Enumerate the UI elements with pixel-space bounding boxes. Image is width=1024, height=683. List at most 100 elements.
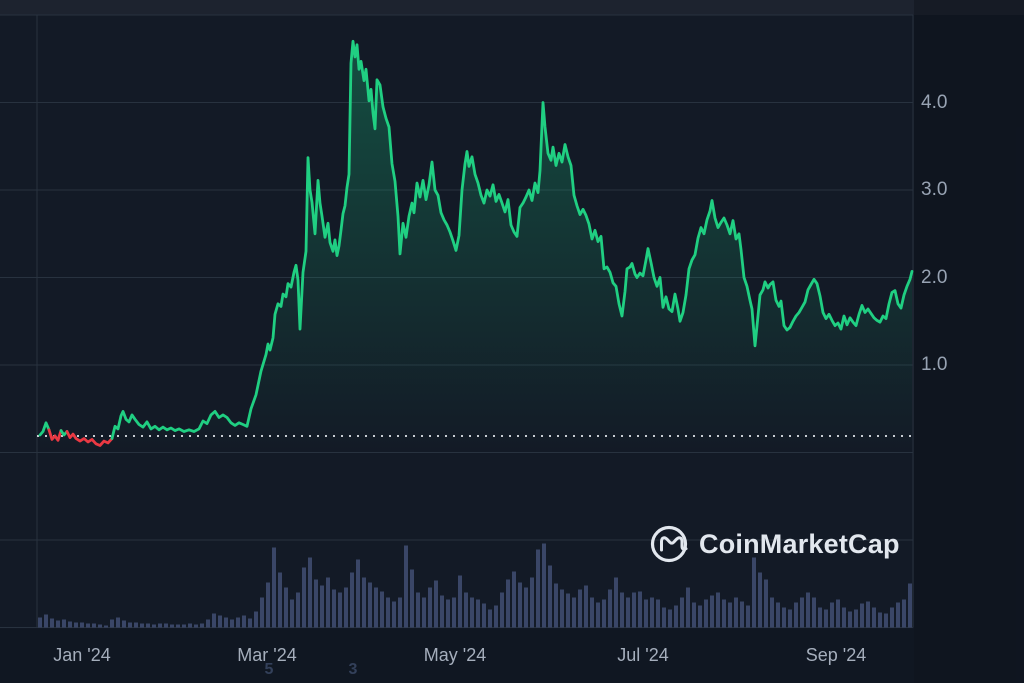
volume-bar — [854, 609, 858, 628]
volume-bar — [740, 601, 744, 628]
volume-bar — [662, 607, 666, 628]
volume-bar — [878, 612, 882, 628]
price-area-fill — [40, 41, 912, 453]
volume-bar — [794, 602, 798, 628]
volume-bar — [578, 589, 582, 628]
volume-bar — [836, 599, 840, 628]
volume-bar — [440, 595, 444, 628]
volume-bar — [776, 602, 780, 628]
volume-bar — [698, 605, 702, 628]
volume-bar — [404, 545, 408, 628]
y-tick-1: 1.0 — [921, 354, 948, 375]
volume-bar — [722, 599, 726, 628]
price-line-up — [110, 39, 914, 440]
cropped-footnote-left: 5 — [264, 661, 274, 678]
volume-bar — [344, 587, 348, 628]
volume-bar — [50, 618, 54, 628]
coinmarketcap-wordmark: CoinMarketCap — [699, 528, 900, 559]
x-tick-jul24: Jul '24 — [617, 645, 669, 665]
volume-bar — [356, 559, 360, 628]
volume-bar — [446, 599, 450, 628]
volume-bar — [182, 624, 186, 628]
volume-bar — [476, 599, 480, 628]
volume-bar — [92, 623, 96, 628]
volume-bar — [650, 597, 654, 628]
volume-bar — [842, 607, 846, 628]
volume-bar — [848, 611, 852, 628]
volume-bar — [110, 619, 114, 628]
volume-bar — [500, 592, 504, 628]
volume-bar — [308, 557, 312, 628]
volume-bar — [44, 614, 48, 628]
volume-bar — [212, 613, 216, 628]
volume-bar — [818, 607, 822, 628]
y-tick-2: 2.0 — [921, 266, 948, 288]
volume-bar — [236, 617, 240, 628]
coinmarketcap-logo-icon — [649, 524, 689, 564]
volume-bar — [692, 602, 696, 628]
volume-bar — [668, 609, 672, 628]
volume-bar — [176, 624, 180, 628]
x-tick-jan24: Jan '24 — [53, 645, 111, 665]
volume-bar — [788, 609, 792, 628]
volume-bar — [896, 602, 900, 628]
volume-bar — [590, 597, 594, 628]
volume-bar — [248, 618, 252, 628]
x-tick-may24: May '24 — [423, 645, 487, 665]
volume-bar — [638, 591, 642, 628]
volume-bar — [488, 609, 492, 628]
volume-bar — [710, 595, 714, 628]
volume-bar — [860, 603, 864, 628]
volume-bar — [242, 615, 246, 628]
volume-bar — [584, 585, 588, 628]
price-line-down — [47, 428, 63, 442]
volume-bar — [104, 625, 108, 628]
volume-bar — [362, 577, 366, 628]
volume-bar — [68, 621, 72, 628]
volume-bar — [566, 593, 570, 628]
volume-bar — [326, 577, 330, 628]
volume-bar — [422, 597, 426, 628]
volume-bar — [200, 623, 204, 628]
volume-bar — [128, 622, 132, 628]
volume-bar — [164, 623, 168, 628]
volume-bar — [398, 597, 402, 628]
volume-bar — [518, 582, 522, 628]
volume-bar — [752, 557, 756, 628]
volume-bar — [296, 592, 300, 628]
volume-bar — [170, 624, 174, 628]
volume-bar — [206, 619, 210, 628]
volume-bar — [122, 620, 126, 628]
volume-bar — [512, 571, 516, 628]
volume-bar — [392, 601, 396, 628]
volume-bar — [380, 591, 384, 628]
volume-bar — [542, 543, 546, 628]
volume-bar — [98, 624, 102, 628]
volume-bar — [224, 617, 228, 628]
volume-bar — [632, 592, 636, 628]
volume-bar — [608, 589, 612, 628]
volume-bar — [734, 597, 738, 628]
volume-bar — [80, 622, 84, 628]
volume-bar — [188, 623, 192, 628]
volume-bar — [152, 624, 156, 628]
volume-bar — [506, 579, 510, 628]
volume-bar — [548, 565, 552, 628]
price-line-down — [65, 430, 114, 447]
volume-bar — [554, 583, 558, 628]
volume-bar — [416, 592, 420, 628]
volume-bar — [620, 592, 624, 628]
volume-bar — [278, 572, 282, 628]
volume-bar — [524, 587, 528, 628]
volume-bar — [470, 597, 474, 628]
volume-bar — [284, 587, 288, 628]
volume-bar — [746, 605, 750, 628]
volume-bar — [758, 572, 762, 628]
volume-bar — [158, 623, 162, 628]
volume-bar — [410, 569, 414, 628]
volume-bar — [230, 619, 234, 628]
volume-bar — [596, 602, 600, 628]
volume-bar — [482, 603, 486, 628]
volume-bar — [572, 597, 576, 628]
